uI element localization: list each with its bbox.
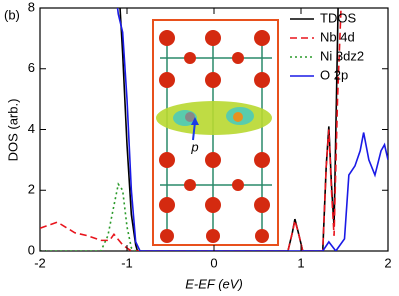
panel-label: (b) (4, 7, 20, 22)
y-tick-label: 0 (28, 242, 35, 257)
y-tick-label: 8 (28, 0, 35, 14)
arrow-head (191, 117, 199, 125)
inset-label: p (190, 139, 198, 154)
legend-label: Nb 4d (320, 29, 355, 44)
series-line (40, 182, 137, 251)
x-tick-label: 1 (297, 255, 304, 270)
x-tick-label: 2 (384, 255, 391, 270)
inset: p (152, 19, 279, 246)
y-axis-label: DOS (arb.) (5, 99, 20, 162)
y-tick-label: 4 (28, 121, 35, 136)
series-line (116, 8, 388, 251)
legend-label: TDOS (320, 10, 356, 25)
x-axis-label: E-EF (eV) (185, 276, 243, 291)
series-line (40, 8, 342, 251)
curves (40, 8, 388, 251)
y-tick-label: 6 (28, 60, 35, 75)
nb-atom (233, 112, 243, 122)
atoms (159, 30, 270, 243)
x-tick-label: 0 (210, 255, 217, 270)
x-tick-label: -1 (121, 255, 133, 270)
legend-label: Ni 3dz2 (320, 48, 364, 63)
ni-atom (185, 112, 195, 122)
y-tick-label: 2 (28, 182, 35, 197)
legend-label: O 2p (320, 67, 348, 82)
x-tick-label: -2 (34, 255, 46, 270)
